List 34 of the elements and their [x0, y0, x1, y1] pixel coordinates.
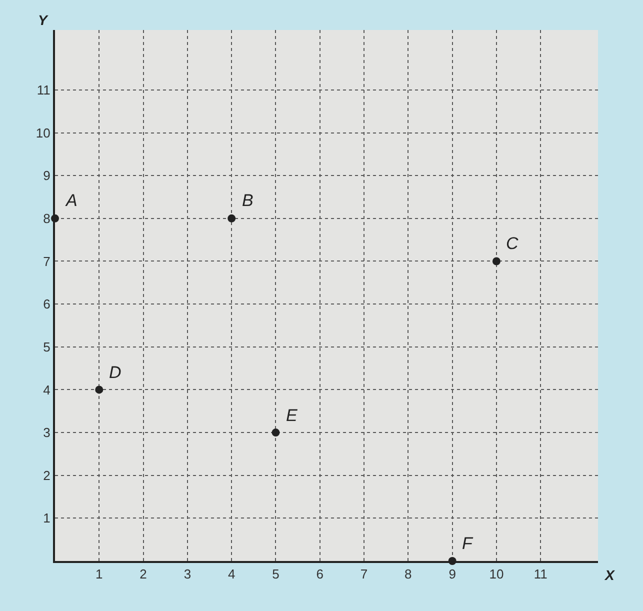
x-tick-label: 10 — [489, 566, 504, 582]
y-tick-label: 11 — [36, 82, 50, 98]
x-tick-label: 1 — [96, 566, 103, 582]
y-tick-label: 1 — [43, 510, 50, 526]
annotation: E — [286, 406, 298, 425]
y-tick-label: 9 — [43, 168, 50, 184]
y-tick-label: 8 — [43, 210, 50, 226]
annotation: C — [506, 234, 519, 253]
annotation: F — [462, 534, 474, 553]
y-axis-title: Y — [38, 12, 49, 28]
x-axis-title: X — [604, 567, 616, 583]
annotation: B — [242, 191, 254, 210]
x-tick-label: 4 — [228, 566, 236, 582]
annotation: D — [109, 363, 122, 382]
y-tick-label: 7 — [43, 254, 50, 269]
point — [272, 428, 280, 437]
y-tick-label: 4 — [43, 382, 50, 398]
point — [95, 386, 104, 394]
y-tick-label: 2 — [43, 468, 50, 483]
y-tick-label: 5 — [43, 339, 50, 354]
x-tick-label: 9 — [448, 566, 456, 582]
x-tick-label: 3 — [184, 566, 192, 582]
y-tick-label: 3 — [43, 425, 50, 440]
annotation: A — [65, 191, 78, 210]
point — [492, 257, 500, 266]
x-tick-label: 7 — [360, 566, 368, 582]
y-tick-label: 6 — [43, 296, 50, 312]
y-tick-label: 10 — [36, 125, 50, 140]
x-tick-label: 11 — [534, 566, 548, 582]
x-tick-label: 8 — [404, 566, 412, 582]
point — [228, 214, 236, 222]
x-tick-label: 2 — [140, 566, 147, 582]
x-tick-label: 5 — [272, 566, 280, 582]
x-tick-label: 6 — [316, 566, 324, 582]
